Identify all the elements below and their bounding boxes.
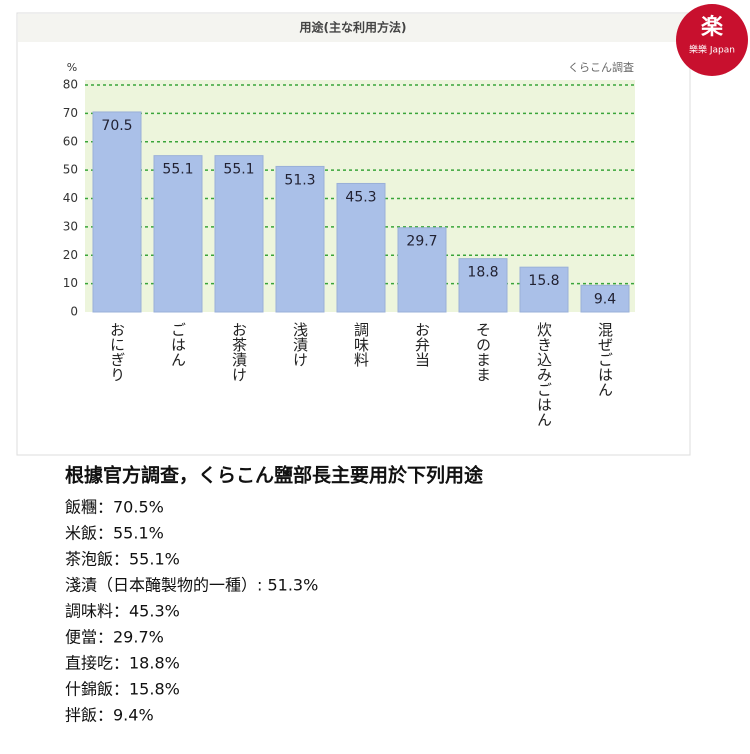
caption-line: 什錦飯：15.8% <box>65 680 180 699</box>
caption-line: 調味料：45.3% <box>65 602 180 621</box>
caption-line: 拌飯：9.4% <box>65 706 154 725</box>
x-tick-label: 調味料 <box>352 322 370 367</box>
x-tick-label: そのまま <box>474 322 492 382</box>
bar <box>397 227 447 313</box>
x-tick-label: 混ぜごはん <box>596 322 614 397</box>
value-label: 45.3 <box>345 189 376 205</box>
y-tick-label: 80 <box>63 78 78 92</box>
y-tick-label: 10 <box>63 276 78 290</box>
caption-line: 直接吃：18.8% <box>65 654 180 673</box>
value-label: 15.8 <box>528 273 559 289</box>
chart: 0 10 20 30 40 50 60 70 80 70.5 おにぎり 55.1 ごはん 55.1 お茶漬け… <box>63 78 635 427</box>
value-label: 9.4 <box>594 291 616 307</box>
caption-heading: 根據官方調查，くらこん鹽部長主要用於下列用途 <box>65 464 484 487</box>
y-axis-label: % <box>67 61 77 74</box>
bar <box>458 258 508 313</box>
value-label: 51.3 <box>284 172 315 188</box>
title-bar <box>18 14 689 42</box>
caption-line: 米飯：55.1% <box>65 524 164 543</box>
x-tick-label: ごはん <box>169 322 187 367</box>
bar <box>275 165 325 313</box>
source-note: くらこん調査 <box>568 60 634 74</box>
logo-mark: 楽 <box>701 14 724 40</box>
chart-title: 用途(主な利用方法) <box>299 20 407 35</box>
caption-line: 便當：29.7% <box>65 628 164 647</box>
y-tick-label: 20 <box>63 248 78 262</box>
bar <box>580 284 630 313</box>
y-tick-label: 60 <box>63 134 78 148</box>
value-label: 29.7 <box>406 234 437 250</box>
y-tick-label: 30 <box>63 219 78 233</box>
x-tick-label: 炊き込みごはん <box>535 322 553 427</box>
logo <box>676 4 748 76</box>
x-tick-label: お茶漬け <box>230 322 248 382</box>
y-tick-label: 0 <box>70 305 78 319</box>
bar <box>519 266 569 313</box>
value-label: 55.1 <box>223 162 254 178</box>
value-label: 18.8 <box>467 265 498 281</box>
bar <box>214 155 264 313</box>
value-label: 55.1 <box>162 162 193 178</box>
y-tick-label: 50 <box>63 163 78 177</box>
caption-line: 茶泡飯：55.1% <box>65 550 180 569</box>
bar <box>92 111 142 313</box>
bar <box>153 155 203 313</box>
x-tick-label: おにぎり <box>108 322 126 382</box>
bar <box>336 182 386 313</box>
x-tick-label: お弁当 <box>413 322 431 367</box>
logo-text: 樂樂 Japan <box>689 44 735 56</box>
value-label: 70.5 <box>101 118 132 134</box>
caption-line: 淺漬（日本醃製物的一種）: 51.3% <box>65 576 318 595</box>
x-tick-label: 浅漬け <box>291 322 309 367</box>
y-tick-label: 70 <box>63 106 78 120</box>
y-tick-label: 40 <box>63 191 78 205</box>
caption-lines: 飯糰：70.5% 米飯：55.1% 茶泡飯：55.1% 淺漬（日本醃製物的一種）: 5… <box>65 498 318 725</box>
caption-line: 飯糰：70.5% <box>65 498 164 517</box>
